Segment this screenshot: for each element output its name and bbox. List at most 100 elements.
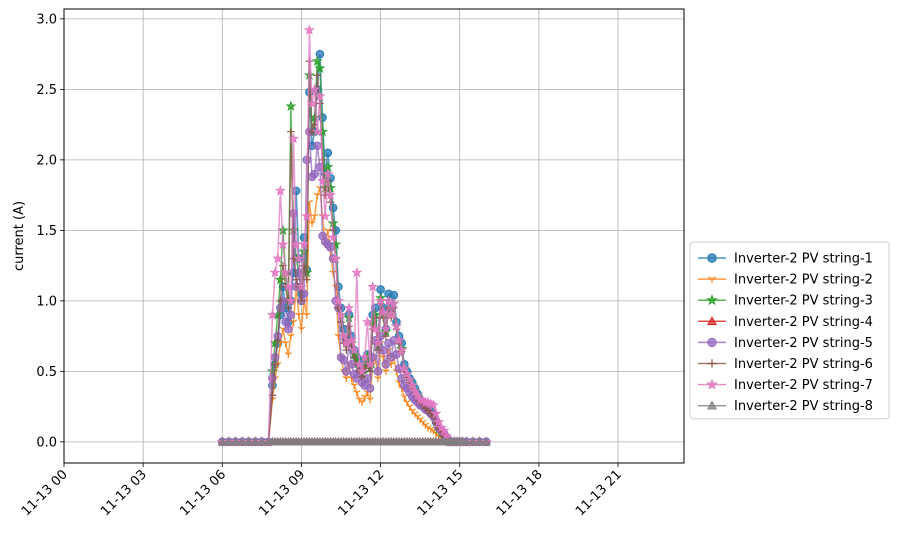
legend-label: Inverter-2 PV string-4 [734, 315, 873, 330]
data-point [366, 367, 374, 376]
data-point [230, 437, 241, 446]
data-point [338, 330, 350, 341]
series-7 [216, 24, 492, 447]
data-point [374, 346, 382, 355]
legend-marker [708, 276, 716, 284]
data-point [382, 332, 390, 340]
data-point [350, 383, 358, 390]
data-point [474, 437, 485, 446]
data-point [311, 55, 323, 66]
x-tick-label: 11-13 15 [415, 467, 467, 519]
legend-marker [706, 400, 718, 410]
grid-lines [63, 9, 684, 463]
data-point [274, 185, 286, 196]
data-point [300, 261, 308, 270]
data-point [343, 302, 355, 313]
data-point [388, 297, 400, 309]
data-point [374, 375, 382, 383]
data-point [303, 24, 315, 35]
data-point [297, 326, 306, 333]
data-point [324, 227, 332, 235]
legend-entry: Inverter-2 PV string-3 [698, 294, 873, 309]
data-point [272, 252, 284, 264]
data-point [348, 344, 360, 355]
data-point [373, 367, 383, 376]
data-point [398, 362, 410, 374]
data-point [468, 437, 478, 446]
data-point [396, 344, 408, 355]
data-point [284, 352, 292, 359]
data-point [326, 242, 335, 252]
data-point [281, 317, 290, 327]
data-point [286, 310, 296, 320]
data-point [438, 424, 450, 436]
series-5 [217, 127, 491, 447]
data-point [382, 368, 390, 376]
axes-frame [63, 8, 685, 464]
legend-entry: Inverter-2 PV string-1 [698, 252, 873, 267]
data-point [308, 220, 316, 228]
data-point [284, 304, 293, 312]
data-point [287, 127, 295, 136]
data-point [341, 367, 351, 376]
y-tick-label: 0.5 [36, 365, 57, 380]
legend-marker [706, 293, 718, 306]
data-point [330, 252, 342, 264]
data-point [461, 437, 471, 446]
data-point [314, 90, 326, 102]
legend-label: Inverter-2 PV string-7 [734, 378, 873, 393]
data-point [306, 97, 318, 109]
data-point [257, 437, 267, 446]
x-axis-ticks: 11-13 00 11-13 03 11-13 06 11-13 09 11-13 12… [19, 463, 625, 519]
data-point [390, 320, 402, 331]
data-point [301, 210, 313, 221]
legend-label: Inverter-2 PV string-2 [734, 273, 873, 288]
data-point [316, 175, 329, 186]
data-point [224, 437, 234, 446]
data-point [404, 373, 416, 385]
data-point [298, 238, 310, 250]
data-point [392, 350, 401, 359]
data-point [364, 358, 376, 370]
legend: Inverter-2 PV string-1 Inverter-2 PV stri… [689, 241, 890, 420]
data-point [285, 100, 297, 111]
x-tick-label: 11-13 00 [19, 467, 71, 519]
y-tick-label: 2.5 [36, 83, 57, 98]
data-point [313, 71, 322, 80]
legend-marker [707, 253, 717, 263]
data-point [323, 148, 333, 158]
data-point [311, 125, 323, 137]
data-point [353, 390, 361, 397]
data-point [433, 416, 445, 427]
legend-entry: Inverter-2 PV string-7 [698, 378, 873, 393]
data-point [359, 351, 371, 362]
data-point [358, 399, 366, 407]
data-point [324, 189, 337, 200]
data-point [302, 155, 312, 165]
data-point [273, 336, 282, 345]
data-point [409, 385, 421, 396]
data-point [285, 295, 297, 306]
data-point [380, 323, 392, 334]
y-tick-label: 1.5 [36, 224, 57, 239]
data-point [295, 280, 307, 292]
legend-label: Inverter-2 PV string-1 [734, 252, 873, 267]
legend-entry: Inverter-2 PV string-4 [698, 315, 873, 330]
legend-entry: Inverter-2 PV string-5 [698, 336, 873, 351]
y-tick-label: 3.0 [36, 12, 57, 27]
data-point [319, 210, 331, 221]
legend-entry: Inverter-2 PV string-8 [698, 399, 873, 414]
data-point [310, 169, 319, 179]
data-point [287, 132, 300, 144]
data-point [345, 322, 353, 331]
data-point [309, 83, 321, 95]
series-line [222, 131, 487, 443]
data-point [295, 312, 303, 319]
data-point [382, 295, 395, 306]
data-point [332, 295, 344, 306]
data-point [314, 62, 326, 73]
y-tick-label: 1.0 [36, 294, 57, 309]
data-point [366, 397, 374, 404]
series-layer [216, 24, 492, 447]
y-axis-label: current (A) [12, 201, 27, 271]
